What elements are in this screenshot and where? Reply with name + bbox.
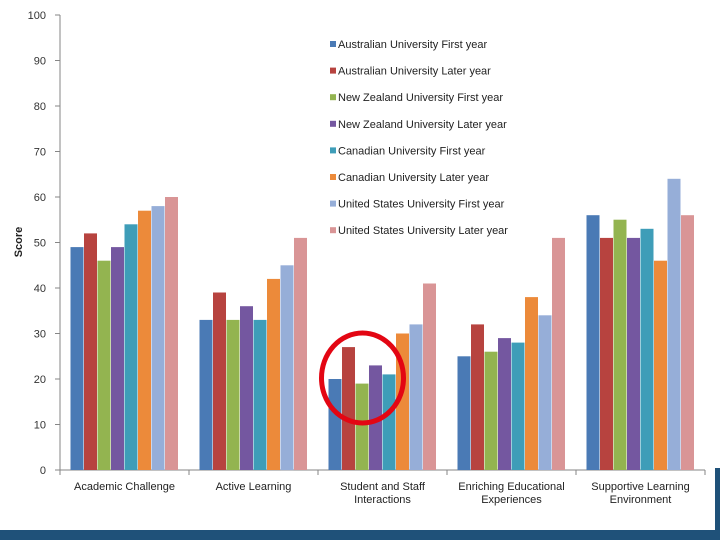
bar	[498, 338, 511, 470]
legend-swatch	[330, 41, 336, 47]
x-category-label: Supportive Learning	[591, 481, 689, 493]
bar	[294, 237, 307, 470]
chart-panel: 0 10 20 30 40 50 60 70 80 90 100 Score Academic Chal…	[13, 10, 706, 506]
bar	[111, 247, 124, 470]
bar	[328, 379, 342, 470]
legend-label: United States University First year	[338, 199, 505, 211]
bar	[267, 278, 280, 470]
bar	[213, 292, 226, 470]
bar	[600, 237, 613, 470]
x-category-label: Environment	[610, 494, 672, 506]
bar	[681, 215, 694, 470]
bar	[84, 233, 97, 470]
bar	[97, 260, 111, 470]
bar	[471, 324, 484, 470]
bar	[484, 351, 498, 470]
bar	[627, 237, 640, 470]
bar	[355, 383, 369, 470]
bar	[151, 206, 165, 470]
bar	[382, 374, 396, 470]
bar	[525, 297, 538, 470]
bar	[138, 210, 151, 470]
bar	[667, 178, 681, 471]
bar	[70, 247, 84, 470]
bar	[396, 333, 409, 470]
y-tick-label: 0	[40, 465, 46, 477]
bar	[409, 324, 423, 470]
legend-label: Canadian University Later year	[338, 172, 489, 184]
highlight-circle	[319, 330, 406, 426]
bar	[511, 342, 525, 470]
legend-label: New Zealand University First year	[338, 92, 503, 104]
x-category-label: Enriching Educational	[458, 481, 564, 493]
y-tick-label: 30	[34, 329, 46, 341]
legend-swatch	[330, 174, 336, 180]
bar	[165, 197, 178, 470]
y-tick-label: 60	[34, 192, 46, 204]
y-tick-label: 10	[34, 420, 46, 432]
bar	[423, 283, 436, 470]
x-category-label: Academic Challenge	[74, 481, 175, 493]
y-tick-label: 20	[34, 374, 46, 386]
bar	[640, 228, 654, 470]
bar	[369, 365, 382, 470]
y-tick-label: 70	[34, 147, 46, 159]
legend-swatch	[330, 67, 336, 74]
bar	[613, 219, 627, 470]
bar	[457, 356, 471, 471]
y-tick-label: 40	[34, 283, 46, 295]
bar-chart: 0 10 20 30 40 50 60 70 80 90 100 Score Academic Chal…	[13, 10, 706, 506]
bar	[253, 319, 267, 470]
legend-label: Australian University Later year	[338, 66, 491, 78]
x-category-label: Active Learning	[216, 481, 292, 493]
x-category-label: Student and Staff	[340, 481, 426, 493]
x-category-label: Experiences	[481, 494, 542, 506]
x-category-label: Interactions	[354, 494, 411, 506]
legend-swatch	[330, 200, 336, 207]
legend-label: New Zealand University Later year	[338, 119, 507, 131]
legend-swatch	[330, 227, 336, 234]
bar	[538, 315, 552, 470]
y-tick-label: 90	[34, 56, 46, 68]
bar	[586, 215, 600, 470]
legend-swatch	[330, 94, 336, 101]
bar	[226, 319, 240, 470]
bar	[552, 237, 565, 470]
bar	[199, 319, 213, 470]
y-tick-label: 50	[34, 238, 46, 250]
legend-label: Canadian University First year	[338, 145, 486, 157]
bar	[124, 224, 138, 470]
legend-label: United States University Later year	[338, 225, 508, 237]
bar	[342, 347, 355, 470]
y-axis-title: Score	[13, 227, 25, 258]
y-tick-label: 80	[34, 101, 46, 113]
legend-swatch	[330, 120, 336, 127]
legend-label: Australian University First year	[338, 39, 487, 51]
bar	[240, 306, 253, 470]
y-tick-label: 100	[28, 10, 46, 22]
bar	[280, 265, 294, 471]
legend-swatch	[330, 147, 336, 154]
bar	[654, 260, 667, 470]
